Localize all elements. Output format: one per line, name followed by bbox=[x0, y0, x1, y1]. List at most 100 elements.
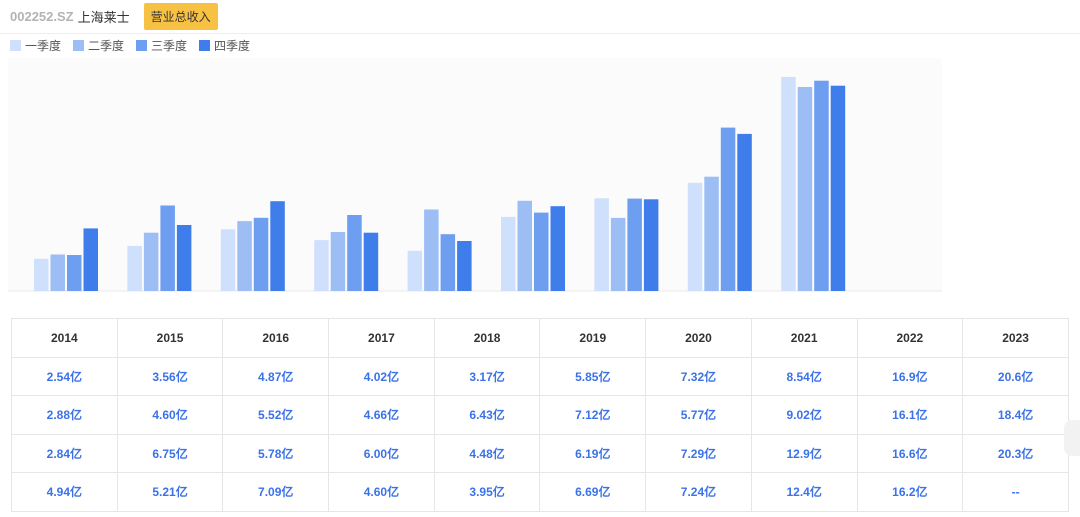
legend-label-q2: 二季度 bbox=[88, 38, 125, 53]
legend-swatch-q1 bbox=[10, 39, 21, 51]
table-cell: 4.60亿 bbox=[328, 472, 435, 512]
revenue-metric-button[interactable]: 营业总收入 bbox=[143, 2, 218, 30]
table-header-row: 2014 2015 2016 2017 2018 2019 2020 2021 … bbox=[11, 318, 1069, 358]
year-header: 2015 bbox=[116, 318, 224, 358]
bar-2015-q3[interactable] bbox=[160, 205, 175, 292]
year-header: 2019 bbox=[539, 318, 647, 358]
table-cell: 6.00亿 bbox=[328, 433, 435, 473]
bar-2020-q1[interactable] bbox=[594, 198, 609, 291]
legend-swatch-q4 bbox=[199, 39, 211, 51]
legend-swatch-q3 bbox=[136, 39, 148, 51]
legend-item-q1[interactable]: 一季度 bbox=[10, 37, 61, 54]
table-cell: 18.4亿 bbox=[962, 395, 1069, 435]
table-cell: 12.9亿 bbox=[750, 433, 858, 473]
table-cell: 6.75亿 bbox=[116, 433, 224, 473]
table-cell: 7.29亿 bbox=[645, 433, 752, 473]
revenue-table: 2014 2015 2016 2017 2018 2019 2020 2021 … bbox=[11, 318, 1069, 512]
table-cell: 4.94亿 bbox=[11, 472, 118, 512]
bar-2020-q3[interactable] bbox=[627, 198, 642, 291]
table-cell: 5.77亿 bbox=[645, 395, 752, 435]
stock-ticker: 002252.SZ bbox=[10, 8, 74, 24]
table-cell: 3.56亿 bbox=[116, 356, 224, 396]
bar-2016-q2[interactable] bbox=[237, 221, 252, 291]
table-cell: 2.84亿 bbox=[11, 433, 118, 473]
bar-2016-q1[interactable] bbox=[220, 229, 236, 291]
table-cell: 7.12亿 bbox=[539, 395, 647, 435]
table-cell: 20.3亿 bbox=[962, 433, 1069, 473]
bar-2019-q2[interactable] bbox=[517, 200, 533, 291]
year-header: 2017 bbox=[328, 318, 435, 358]
bar-2014-q1[interactable] bbox=[34, 258, 49, 291]
year-header: 2021 bbox=[750, 318, 858, 358]
table-cell: 20.6亿 bbox=[962, 356, 1069, 396]
revenue-bar-chart bbox=[0, 58, 1080, 308]
table-cell: 6.19亿 bbox=[539, 433, 647, 473]
legend-label-q4: 四季度 bbox=[214, 38, 251, 53]
table-row: 2.88亿 4.60亿 5.52亿 4.66亿 6.43亿 7.12亿 5.77… bbox=[11, 395, 1069, 435]
table-cell: 5.52亿 bbox=[222, 395, 330, 435]
bar-2018-q2[interactable] bbox=[424, 209, 439, 292]
year-header: 2022 bbox=[856, 318, 964, 358]
table-cell: 4.48亿 bbox=[433, 433, 541, 473]
legend-item-q3[interactable]: 三季度 bbox=[136, 37, 187, 54]
bar-2021-q1[interactable] bbox=[687, 182, 703, 291]
table-cell: 16.9亿 bbox=[856, 356, 964, 396]
table-cell: 16.2亿 bbox=[856, 472, 964, 512]
bar-2022-q2[interactable] bbox=[797, 87, 813, 291]
table-cell: 9.02亿 bbox=[750, 395, 858, 435]
legend-item-q2[interactable]: 二季度 bbox=[73, 37, 124, 54]
chart-svg bbox=[8, 58, 942, 292]
bar-2014-q2[interactable] bbox=[50, 254, 66, 292]
bar-2018-q4[interactable] bbox=[457, 241, 472, 291]
table-row: 4.94亿 5.21亿 7.09亿 4.60亿 3.95亿 6.69亿 7.24… bbox=[11, 472, 1069, 512]
header: 002252.SZ 上海莱士 营业总收入 bbox=[10, 2, 218, 30]
year-header: 2023 bbox=[962, 318, 1069, 358]
bar-2021-q4[interactable] bbox=[737, 133, 752, 291]
table-cell: -- bbox=[962, 472, 1069, 512]
bar-2022-q4[interactable] bbox=[830, 85, 846, 291]
table-cell: 6.69亿 bbox=[539, 472, 647, 512]
bar-2018-q3[interactable] bbox=[440, 234, 456, 291]
bar-2017-q4[interactable] bbox=[363, 232, 379, 291]
bar-2015-q1[interactable] bbox=[127, 245, 142, 291]
table-cell: 7.24亿 bbox=[645, 472, 752, 512]
table-cell: 4.02亿 bbox=[328, 356, 435, 396]
table-cell: 4.60亿 bbox=[116, 395, 224, 435]
table-cell: 3.17亿 bbox=[433, 356, 541, 396]
table-cell: 4.66亿 bbox=[328, 395, 435, 435]
bar-2021-q2[interactable] bbox=[704, 176, 719, 291]
bar-2014-q3[interactable] bbox=[67, 255, 82, 291]
year-header: 2020 bbox=[645, 318, 752, 358]
year-header: 2014 bbox=[11, 318, 118, 358]
bar-2019-q4[interactable] bbox=[550, 206, 566, 291]
bar-2014-q4[interactable] bbox=[83, 228, 99, 291]
table-cell: 8.54亿 bbox=[750, 356, 858, 396]
table-cell: 2.54亿 bbox=[11, 356, 118, 396]
bar-2015-q4[interactable] bbox=[176, 225, 192, 291]
bar-2016-q3[interactable] bbox=[253, 217, 269, 291]
bar-2019-q3[interactable] bbox=[534, 212, 549, 291]
table-cell: 5.78亿 bbox=[222, 433, 330, 473]
table-cell: 12.4亿 bbox=[750, 472, 858, 512]
year-header: 2016 bbox=[222, 318, 330, 358]
bar-2019-q1[interactable] bbox=[501, 216, 516, 291]
bar-2020-q2[interactable] bbox=[610, 217, 626, 291]
bar-2017-q2[interactable] bbox=[330, 232, 346, 291]
bar-2015-q2[interactable] bbox=[143, 232, 159, 291]
table-cell: 7.09亿 bbox=[222, 472, 330, 512]
bar-2021-q3[interactable] bbox=[720, 127, 736, 291]
bar-2017-q1[interactable] bbox=[314, 240, 329, 291]
bar-2020-q4[interactable] bbox=[643, 199, 659, 291]
header-divider bbox=[0, 33, 1080, 34]
bar-2017-q3[interactable] bbox=[347, 215, 362, 291]
table-cell: 5.21亿 bbox=[116, 472, 224, 512]
scroll-handle[interactable] bbox=[1064, 420, 1080, 456]
bar-2016-q4[interactable] bbox=[270, 201, 285, 291]
legend-item-q4[interactable]: 四季度 bbox=[199, 37, 250, 54]
bar-2022-q3[interactable] bbox=[814, 80, 829, 291]
chart-legend: 一季度 二季度 三季度 四季度 bbox=[10, 37, 262, 54]
table-cell: 6.43亿 bbox=[433, 395, 541, 435]
bar-2022-q1[interactable] bbox=[781, 76, 796, 292]
table-cell: 16.1亿 bbox=[856, 395, 964, 435]
bar-2018-q1[interactable] bbox=[407, 250, 423, 291]
